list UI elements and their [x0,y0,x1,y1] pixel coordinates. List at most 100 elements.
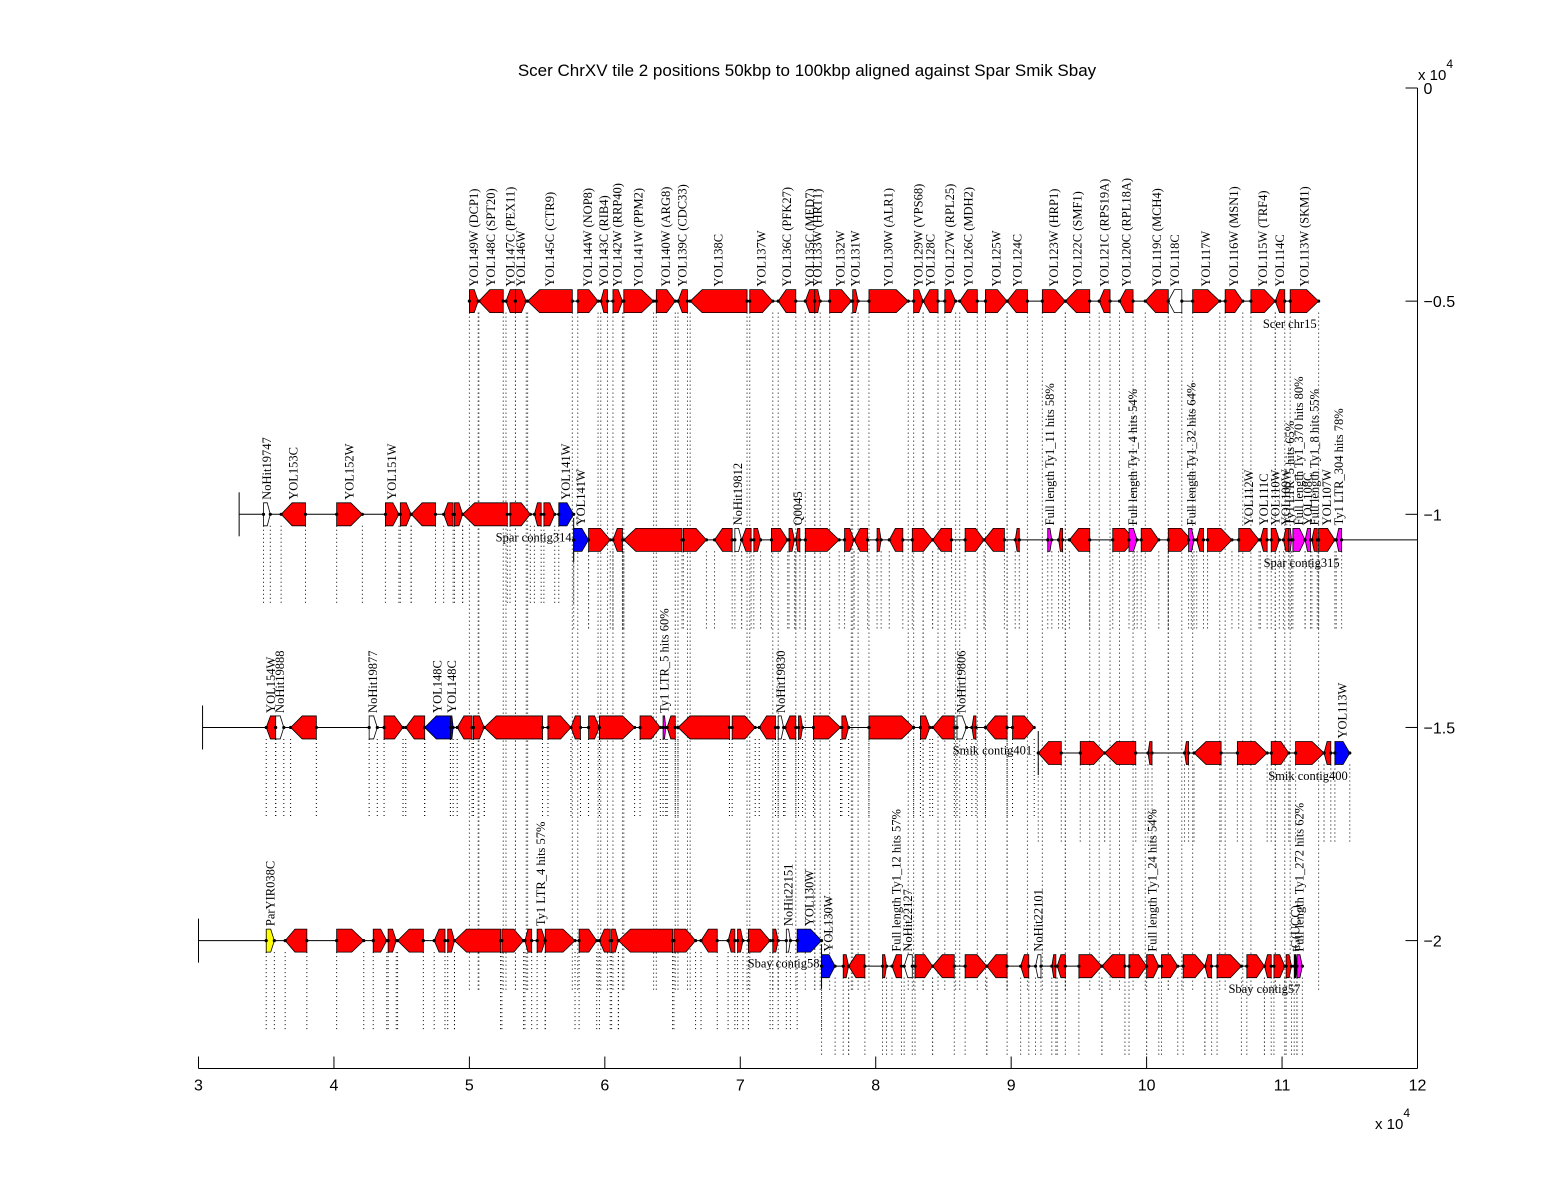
gene[interactable]: YOL148C [445,660,459,740]
gene-arrow[interactable] [1188,527,1195,552]
gene[interactable]: YOL123W (HRP1) [1040,189,1067,314]
gene-arrow[interactable] [1273,954,1286,979]
gene-arrow[interactable] [639,715,661,740]
gene-arrow[interactable] [1270,741,1290,765]
gene[interactable] [796,715,805,740]
gene-arrow[interactable] [814,289,821,314]
gene[interactable]: YOL128C [921,234,940,314]
gene-arrow[interactable] [749,289,774,314]
gene-arrow[interactable] [284,928,308,953]
gene-arrow[interactable] [784,715,797,740]
gene[interactable] [1181,954,1207,979]
gene-arrow[interactable] [617,928,673,953]
gene-arrow[interactable] [944,289,957,314]
gene[interactable] [1050,954,1058,979]
gene[interactable] [783,715,798,740]
gene[interactable] [982,527,1006,552]
gene-arrow[interactable] [1311,527,1318,552]
gene[interactable]: YOL141W (PPM2) [622,188,656,314]
gene-arrow[interactable] [689,289,748,314]
gene-arrow[interactable] [1047,527,1053,552]
gene[interactable]: tG(UCC) [1289,905,1303,979]
gene-arrow[interactable] [1146,954,1160,979]
gene-arrow[interactable] [1167,527,1192,552]
gene-arrow[interactable] [263,502,271,527]
gene-arrow[interactable] [454,502,464,527]
gene[interactable]: NoHit19830 [774,650,788,740]
gene-arrow[interactable] [598,928,611,953]
gene-arrow[interactable] [280,502,306,527]
gene-arrow[interactable] [1204,954,1213,979]
gene-arrow[interactable] [772,928,779,953]
gene[interactable] [740,527,753,552]
gene-arrow[interactable] [536,928,546,953]
gene[interactable]: Q0045 [791,491,805,552]
gene[interactable]: YOL146W [513,230,528,314]
gene[interactable] [842,527,856,552]
gene-arrow[interactable] [558,502,575,527]
gene[interactable]: YOL120C (RPL18A) [1117,178,1135,314]
gene-arrow[interactable] [623,527,683,552]
gene-arrow[interactable] [821,954,836,979]
gene-arrow[interactable] [1037,741,1062,765]
gene[interactable] [546,715,573,740]
gene-arrow[interactable] [383,715,404,740]
gene[interactable] [1077,954,1104,979]
gene[interactable] [508,502,532,527]
gene-arrow[interactable] [1259,527,1268,552]
gene-arrow[interactable] [387,928,397,953]
gene-arrow[interactable] [600,289,608,314]
gene[interactable] [1235,741,1269,765]
gene[interactable] [1205,527,1234,552]
gene-arrow[interactable] [731,715,756,740]
gene-arrow[interactable] [599,715,636,740]
gene-arrow[interactable] [1101,954,1126,979]
gene[interactable] [396,928,425,953]
gene-arrow[interactable] [1318,527,1336,552]
gene-arrow[interactable] [623,289,655,314]
gene-arrow[interactable] [1264,954,1272,979]
gene[interactable]: YOL151W [383,443,401,527]
gene[interactable] [382,715,405,740]
gene[interactable] [699,928,719,953]
gene-arrow[interactable] [734,527,743,552]
gene-arrow[interactable] [405,715,426,740]
gene-arrow[interactable] [891,954,902,979]
gene[interactable] [482,715,545,740]
gene-arrow[interactable] [1128,954,1148,979]
gene-arrow[interactable] [462,502,508,527]
gene[interactable] [1146,741,1154,765]
gene[interactable] [1215,954,1244,979]
gene-arrow[interactable] [796,928,823,953]
gene[interactable] [1269,741,1291,765]
gene-arrow[interactable] [868,289,909,314]
gene[interactable]: YOL108C [1301,473,1315,552]
gene[interactable] [841,954,851,979]
gene[interactable] [523,928,534,953]
gene[interactable]: YOL131W [848,230,862,314]
gene-arrow[interactable] [588,527,611,552]
gene-arrow[interactable] [483,715,543,740]
gene[interactable] [681,527,709,552]
gene[interactable]: YOL152W [335,443,364,527]
gene[interactable] [610,928,620,953]
gene-arrow[interactable] [1296,954,1303,979]
gene-arrow[interactable] [727,928,736,953]
gene[interactable]: Full length Ty1_11 hits 58% [1043,383,1057,552]
gene-arrow[interactable] [1051,954,1057,979]
gene-arrow[interactable] [1119,289,1134,314]
gene-arrow[interactable] [573,527,590,552]
gene-arrow[interactable] [1184,741,1189,765]
gene-arrow[interactable] [588,715,600,740]
gene[interactable]: YOL114C [1273,234,1287,314]
gene[interactable] [577,928,599,953]
gene[interactable] [569,715,583,740]
gene-arrow[interactable] [1068,527,1091,552]
gene[interactable]: ParYIR038C [263,861,277,953]
gene[interactable] [1284,954,1294,979]
gene-arrow[interactable] [443,502,454,527]
gene-arrow[interactable] [1104,741,1137,765]
gene[interactable] [963,954,989,979]
gene-arrow[interactable] [1304,527,1311,552]
gene[interactable] [880,954,889,979]
